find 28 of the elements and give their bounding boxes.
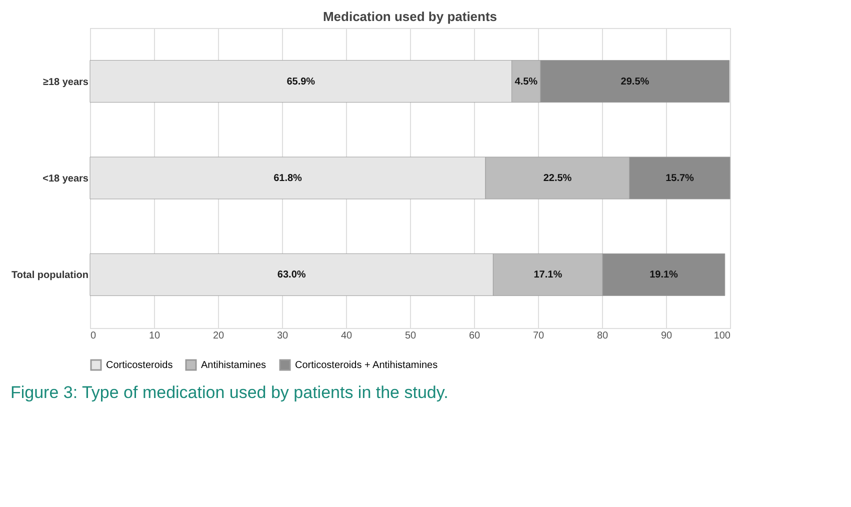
x-tick-label: 20 bbox=[212, 330, 224, 342]
x-tick-label: 50 bbox=[404, 330, 416, 342]
data-label: 22.5% bbox=[543, 173, 572, 184]
x-tick-label: 70 bbox=[532, 330, 544, 342]
x-tick-label: 10 bbox=[148, 330, 160, 342]
x-tick-label: 30 bbox=[276, 330, 288, 342]
x-tick-label: 100 bbox=[714, 330, 731, 342]
data-label: 63.0% bbox=[277, 270, 306, 281]
y-tick-label: Total population bbox=[11, 270, 88, 282]
data-label: 17.1% bbox=[534, 270, 562, 281]
y-tick-label: ≥18 years bbox=[42, 76, 89, 88]
x-tick-label: 90 bbox=[660, 330, 672, 342]
x-tick-label: 80 bbox=[596, 330, 608, 342]
legend-label: Antihistamines bbox=[201, 360, 266, 371]
legend-label: Corticosteroids + Antihistamines bbox=[295, 360, 438, 371]
data-label: 65.9% bbox=[286, 76, 316, 88]
x-tick-label: 60 bbox=[468, 330, 480, 342]
data-label: 4.5% bbox=[514, 76, 538, 88]
data-label: 19.1% bbox=[650, 270, 678, 281]
legend-label: Corticosteroids bbox=[106, 360, 173, 371]
x-tick-label: 40 bbox=[340, 330, 352, 342]
data-label: 29.5% bbox=[620, 76, 650, 88]
caption: Figure 3: Type of medication used by patients in the study. bbox=[10, 383, 448, 402]
data-label: 15.7% bbox=[666, 173, 694, 184]
x-tick-label: 0 bbox=[90, 330, 96, 342]
y-tick-label: <18 years bbox=[42, 174, 89, 184]
chart-title: Medication used by patients bbox=[322, 9, 498, 24]
data-label: 61.8% bbox=[274, 173, 302, 184]
